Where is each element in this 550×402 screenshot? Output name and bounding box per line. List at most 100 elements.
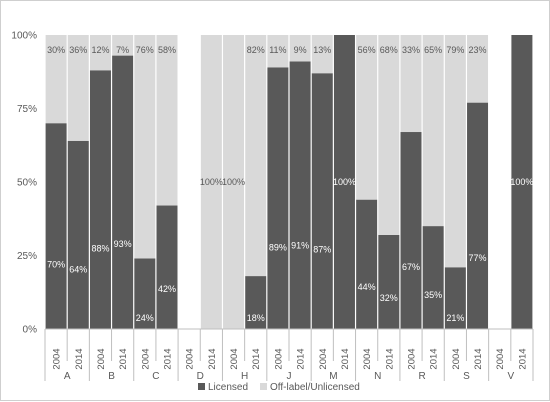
data-label: 82% (247, 45, 265, 55)
x-category-label: A (64, 371, 71, 382)
data-label: 7% (116, 45, 129, 55)
bar-licensed (467, 102, 489, 330)
bar-off-label (311, 35, 333, 74)
data-label: 18% (247, 313, 265, 323)
x-year-label: 2014 (473, 348, 484, 369)
data-label: 11% (269, 45, 286, 55)
data-label: 91% (291, 241, 309, 251)
x-year-label: 2004 (495, 348, 506, 369)
data-label: 65% (424, 45, 442, 55)
legend-label: Off-label/Unlicensed (270, 382, 360, 393)
x-category-label: N (374, 371, 381, 382)
x-year-label: 2004 (451, 348, 462, 369)
x-category-label: M (329, 371, 337, 382)
data-labels: 70%30%64%36%88%12%93%7%24%76%42%58%100% 1… (47, 45, 533, 323)
bar-off-label (400, 35, 422, 133)
legend-swatch-licensed (198, 383, 205, 390)
data-label: 13% (313, 45, 331, 55)
x-year-label: 2014 (296, 348, 307, 369)
bar-licensed (511, 35, 533, 329)
bar-licensed (134, 258, 156, 329)
data-label: 44% (358, 282, 376, 292)
bar-licensed (289, 61, 311, 330)
x-year-label: 2014 (74, 348, 85, 369)
x-category-label: R (418, 371, 425, 382)
bar-licensed (356, 199, 378, 329)
x-year-label: 2014 (429, 348, 440, 369)
data-label: 36% (69, 45, 87, 55)
data-label: 24% (136, 313, 154, 323)
x-year-label: 2004 (407, 348, 418, 369)
x-year-label: 2004 (229, 348, 240, 369)
bars (45, 35, 533, 330)
x-year-label: 2004 (318, 348, 329, 369)
bar-licensed (333, 35, 355, 329)
data-label: 56% (358, 45, 376, 55)
bar-off-label (89, 35, 111, 71)
x-category-label: V (507, 371, 514, 382)
data-label: 9% (294, 45, 307, 55)
y-tick-label: 0% (23, 325, 38, 336)
bar-off-label (356, 35, 378, 200)
x-year-label: 2004 (52, 348, 63, 369)
bar-licensed (444, 267, 466, 329)
x-category-label: J (287, 371, 292, 382)
bar-off-label (67, 35, 89, 141)
bar-off-label (156, 35, 178, 206)
x-year-label: 2014 (517, 348, 528, 369)
bar-off-label (245, 35, 267, 277)
bar-off-label (267, 35, 289, 68)
x-category-label: S (463, 371, 470, 382)
data-label: 64% (69, 265, 87, 275)
bar-off-label (223, 35, 245, 329)
x-year-label: 2014 (384, 348, 395, 369)
x-year-label: 2004 (140, 348, 151, 369)
data-label: 33% (402, 45, 420, 55)
data-label: 89% (269, 243, 287, 253)
data-label: 70% (47, 259, 65, 269)
bar-off-label (45, 35, 67, 124)
x-category-label: D (197, 371, 204, 382)
x-year-label: 2004 (362, 348, 373, 369)
bar-licensed (378, 234, 400, 329)
y-tick-label: 75% (17, 104, 37, 115)
x-category-label: B (108, 371, 115, 382)
data-label: 42% (158, 284, 176, 294)
bar-licensed (311, 73, 333, 329)
bar-licensed (112, 55, 134, 330)
data-label: 100% (200, 177, 223, 187)
x-category-label: H (241, 371, 248, 382)
x-year-label: 2014 (251, 348, 262, 369)
bar-off-label (467, 35, 489, 103)
data-label: 67% (402, 262, 420, 272)
x-year-label: 2004 (96, 348, 107, 369)
data-label: 77% (469, 253, 487, 263)
data-label: 35% (424, 290, 442, 300)
y-axis: 0% 25% 50% 75% 100% (11, 31, 37, 336)
bar-off-label (134, 35, 156, 259)
data-label: 32% (380, 293, 398, 303)
bar-licensed (267, 67, 289, 329)
bar-licensed (45, 123, 67, 329)
data-label: 12% (91, 45, 109, 55)
data-label: 58% (158, 45, 176, 55)
bar-licensed (89, 70, 111, 329)
data-label: 100% (333, 177, 356, 187)
bar-off-label (200, 35, 222, 329)
bar-licensed (156, 205, 178, 329)
bar-licensed (422, 226, 444, 329)
bar-off-label (444, 35, 466, 268)
x-year-label: 2004 (273, 348, 284, 369)
data-label: 30% (47, 45, 65, 55)
data-label: 76% (136, 45, 154, 55)
data-label: 100% (222, 177, 245, 187)
x-year-label: 2014 (340, 348, 351, 369)
data-label: 68% (380, 45, 398, 55)
data-label: 21% (446, 313, 464, 323)
data-label: 93% (114, 239, 132, 249)
data-label: 87% (313, 244, 331, 254)
data-label: 79% (446, 45, 464, 55)
data-label: 100% (510, 177, 533, 187)
legend-label: Licensed (208, 382, 248, 393)
